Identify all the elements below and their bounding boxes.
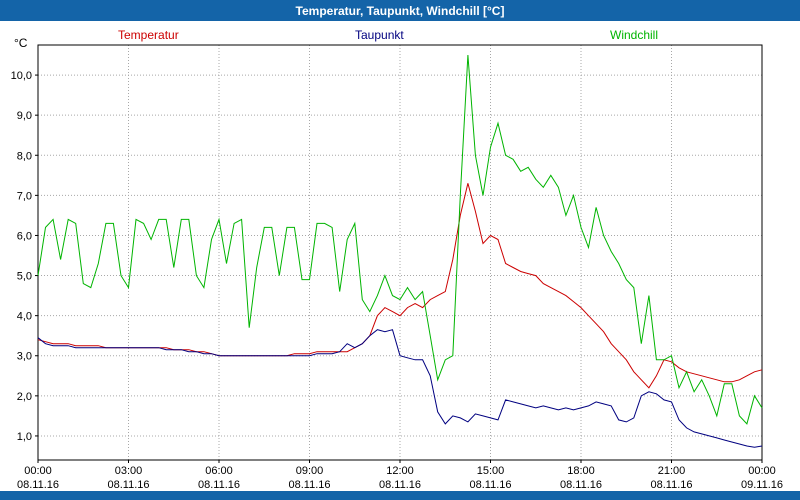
y-tick-label: 5,0 — [17, 271, 32, 283]
y-tick-label: 9,0 — [17, 110, 32, 122]
legend-item-taupunkt: Taupunkt — [355, 28, 404, 42]
x-tick-time-label: 06:00 — [205, 465, 233, 477]
y-tick-label: 2,0 — [17, 391, 32, 403]
series-line-windchill — [37, 54, 763, 425]
x-tick-date-label: 09.11.16 — [741, 479, 783, 491]
legend-item-windchill: Windchill — [610, 28, 659, 42]
window-title: Temperatur, Taupunkt, Windchill [°C] — [295, 3, 505, 18]
x-tick-time-label: 15:00 — [477, 465, 505, 477]
x-tick-time-label: 21:00 — [658, 465, 686, 477]
x-tick-time-label: 18:00 — [567, 465, 595, 477]
x-tick-time-label: 00:00 — [24, 465, 52, 477]
y-tick-label: 4,0 — [17, 311, 32, 323]
x-tick-time-label: 00:00 — [748, 465, 776, 477]
x-tick-date-label: 08.11.16 — [288, 479, 330, 491]
y-tick-label: 1,0 — [17, 431, 32, 443]
bottom-status-bar — [0, 491, 800, 500]
x-tick-date-label: 08.11.16 — [379, 479, 421, 491]
window-titlebar[interactable]: Temperatur, Taupunkt, Windchill [°C] — [0, 0, 800, 21]
x-tick-time-label: 03:00 — [115, 465, 143, 477]
y-tick-label: 8,0 — [17, 150, 32, 162]
y-tick-label: 7,0 — [17, 190, 32, 202]
x-tick-date-label: 08.11.16 — [650, 479, 692, 491]
y-tick-label: 10,0 — [11, 70, 32, 82]
x-tick-time-label: 12:00 — [386, 465, 414, 477]
x-tick-date-label: 08.11.16 — [198, 479, 240, 491]
chart-region: Temperatur Taupunkt Windchill °C 1,0 2,0 3… — [0, 21, 800, 491]
x-tick-date-label: 08.11.16 — [107, 479, 149, 491]
x-tick-date-label: 08.11.16 — [560, 479, 602, 491]
y-tick-label: 6,0 — [17, 230, 32, 242]
plot-border — [37, 44, 763, 461]
x-tick-time-label: 09:00 — [296, 465, 324, 477]
x-tick-date-label: 08.11.16 — [17, 479, 59, 491]
series-line-taupunkt — [37, 329, 763, 448]
x-tick-date-label: 08.11.16 — [469, 479, 511, 491]
chart-canvas: 1,0 2,0 3,0 4,0 5,0 6,0 7,0 8,0 9,0 10,0 00:00 08.1… — [11, 44, 783, 491]
y-tick-label: 3,0 — [17, 351, 32, 363]
y-axis-unit-label: °C — [14, 36, 28, 50]
legend-item-temperatur: Temperatur — [118, 28, 179, 42]
